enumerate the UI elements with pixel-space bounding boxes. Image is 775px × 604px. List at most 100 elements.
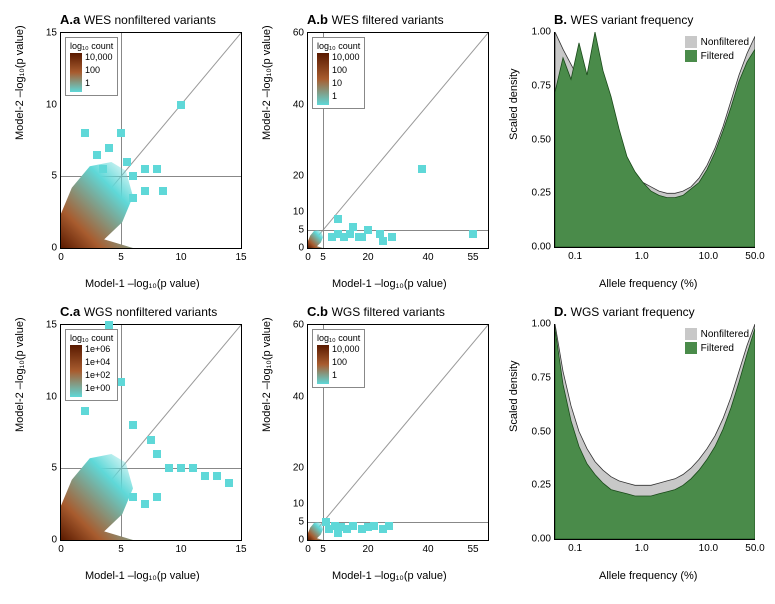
- ytick: 5: [51, 171, 57, 182]
- ytick: 1.00: [532, 319, 551, 330]
- heat-cell: [370, 522, 378, 530]
- heat-cell: [141, 165, 149, 173]
- heat-cell: [177, 101, 185, 109]
- heat-cell: [159, 187, 167, 195]
- ytick: 10: [293, 207, 304, 218]
- legend-label: Filtered: [701, 51, 734, 62]
- heat-cell: [349, 522, 357, 530]
- heat-core: [308, 230, 323, 248]
- plot-area: NonfilteredFiltered0.000.250.500.751.000…: [554, 324, 755, 540]
- legend-gradient: [70, 53, 82, 92]
- xtick: 55: [467, 252, 478, 263]
- xtick: 20: [362, 544, 373, 555]
- xtick: 1.0: [635, 543, 649, 554]
- legend-label: 1: [332, 371, 360, 384]
- ytick: 20: [293, 171, 304, 182]
- heat-cell: [105, 321, 113, 329]
- heat-cell: [99, 165, 107, 173]
- heat-cell: [189, 464, 197, 472]
- ytick: 0.25: [532, 480, 551, 491]
- heat-cell: [201, 472, 209, 480]
- plot-area: 051020406005204055log₁₀ count10,00010010…: [307, 32, 489, 249]
- panel-letter: D.: [554, 304, 571, 319]
- ylabel: Model-2 –log₁₀(p value): [14, 25, 26, 140]
- xtick: 5: [118, 544, 124, 555]
- ytick: 0.25: [532, 188, 551, 199]
- xlabel: Model-1 –log₁₀(p value): [85, 278, 200, 290]
- plot-area: 051020406005204055log₁₀ count10,0001001: [307, 324, 489, 541]
- xtick: 0: [58, 544, 64, 555]
- xtick: 40: [422, 544, 433, 555]
- panel-title: D. WGS variant frequency: [554, 304, 695, 319]
- xtick: 5: [320, 544, 326, 555]
- ytick: 0.75: [532, 80, 551, 91]
- heat-cell: [147, 436, 155, 444]
- plot-area: 051015051015log₁₀ count10,0001001: [60, 32, 242, 249]
- heat-cell: [418, 165, 426, 173]
- legend-label: 1: [85, 79, 113, 92]
- panel-letter: C.a: [60, 304, 84, 319]
- legend-label: 1: [332, 92, 360, 105]
- density-legend: NonfilteredFiltered: [685, 328, 749, 356]
- panel-Ca: C.a WGS nonfiltered variants051015051015…: [10, 302, 255, 592]
- legend-item: Filtered: [685, 342, 749, 354]
- heat-cell: [141, 500, 149, 508]
- ytick: 0.50: [532, 134, 551, 145]
- density-legend: Nonfiltered Filtered: [685, 36, 749, 64]
- legend-label: 1e+00: [85, 384, 110, 397]
- heat-core: [61, 162, 133, 248]
- ytick: 10: [46, 99, 57, 110]
- legend-title: log₁₀ count: [70, 333, 113, 343]
- xtick: 5: [320, 252, 326, 263]
- heat-cell: [93, 151, 101, 159]
- color-legend: log₁₀ count1e+061e+041e+021e+00: [65, 329, 118, 401]
- xtick: 0: [305, 544, 311, 555]
- color-legend: log₁₀ count10,0001001: [312, 329, 365, 388]
- heat-cell: [129, 421, 137, 429]
- ytick: 5: [51, 463, 57, 474]
- panel-D: D. WGS variant frequency NonfilteredFilte…: [504, 302, 769, 592]
- xtick: 10.0: [699, 251, 718, 262]
- ytick: 5: [298, 517, 304, 528]
- xtick: 10: [175, 544, 186, 555]
- heat-cell: [123, 158, 131, 166]
- ytick: 0.75: [532, 372, 551, 383]
- heat-cell: [141, 187, 149, 195]
- ytick: 60: [293, 320, 304, 331]
- xtick: 40: [422, 252, 433, 263]
- heat-cell: [105, 144, 113, 152]
- ytick: 0: [51, 243, 57, 254]
- heat-cell: [81, 129, 89, 137]
- panel-letter: C.b: [307, 304, 332, 319]
- xtick: 0.1: [568, 251, 582, 262]
- panel-title: C.b WGS filtered variants: [307, 304, 445, 319]
- ytick: 20: [293, 463, 304, 474]
- ytick: 10: [293, 499, 304, 510]
- heat-cell: [225, 479, 233, 487]
- heat-cell: [129, 194, 137, 202]
- legend-swatch: [685, 342, 697, 354]
- legend-label: Nonfiltered: [701, 37, 749, 48]
- color-legend: log₁₀ count10,0001001: [65, 37, 118, 96]
- legend-gradient: [317, 345, 329, 384]
- heat-cell: [346, 230, 354, 238]
- xtick: 50.0: [745, 251, 764, 262]
- panel-Cb: C.b WGS filtered variants 051020406005204…: [257, 302, 502, 592]
- panel-title: B. WES variant frequency: [554, 12, 693, 27]
- ytick: 15: [46, 28, 57, 39]
- panel-letter: A.b: [307, 12, 332, 27]
- legend-title: log₁₀ count: [317, 41, 360, 51]
- heat-cell: [165, 464, 173, 472]
- heat-cell: [334, 529, 342, 537]
- legend-gradient: [317, 53, 329, 105]
- xtick: 0: [58, 252, 64, 263]
- xlabel: Allele frequency (%): [599, 570, 697, 582]
- xtick: 10: [175, 252, 186, 263]
- panel-letter: B.: [554, 12, 571, 27]
- xlabel: Model-1 –log₁₀(p value): [332, 570, 447, 582]
- ylabel: Model-2 –log₁₀(p value): [261, 317, 273, 432]
- ytick: 15: [46, 320, 57, 331]
- heat-core: [61, 454, 133, 540]
- ytick: 10: [46, 391, 57, 402]
- heat-cell: [322, 518, 330, 526]
